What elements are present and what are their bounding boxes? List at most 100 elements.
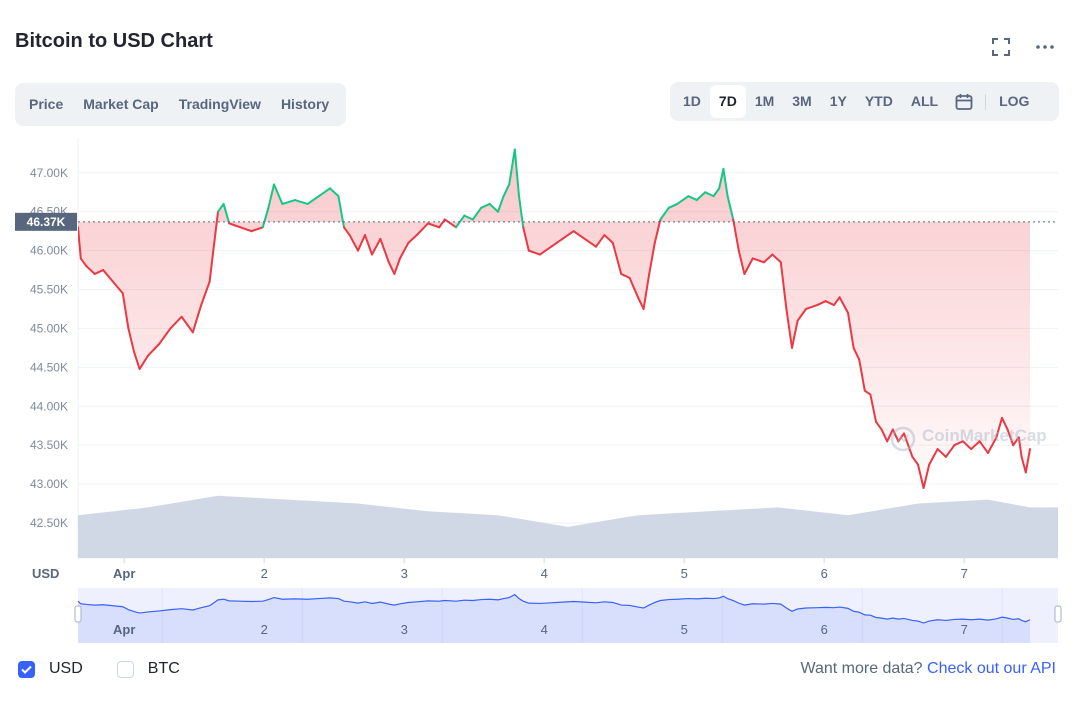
price-line-segment (737, 249, 746, 275)
price-line-segment (281, 199, 296, 205)
navigator-handle[interactable] (1054, 605, 1062, 623)
price-line-segment (1006, 428, 1015, 447)
navigator-handle[interactable] (74, 605, 82, 623)
price-line-segment (961, 440, 973, 451)
range-navigator[interactable]: Apr 2 3 4 5 6 7 (0, 586, 1084, 646)
price-line-segment (852, 346, 861, 361)
tab-price[interactable]: Price (29, 96, 64, 112)
page-title: Bitcoin to USD Chart (15, 30, 213, 52)
price-line-segment (158, 327, 172, 345)
y-tick-label: 44.50K (30, 360, 68, 374)
x-tick-label: 6 (821, 566, 828, 581)
range-1m[interactable]: 1M (754, 93, 775, 109)
price-line-segment (250, 226, 264, 233)
price-line-segment (85, 265, 96, 275)
chart-actions (990, 36, 1056, 58)
price-line-segment (513, 148, 520, 198)
reference-price-label: 46.37K (27, 215, 66, 229)
price-line-segment (611, 241, 623, 275)
expand-icon[interactable] (990, 36, 1012, 58)
price-line-segment (875, 420, 883, 431)
price-line-segment (463, 214, 474, 221)
api-link[interactable]: Check out our API (927, 660, 1056, 677)
navigator-tick-label: 5 (681, 622, 688, 637)
price-line-segment (200, 280, 211, 307)
price-line-segment (928, 448, 939, 466)
price-line-segment (659, 206, 670, 221)
navigator-tick-label: 7 (961, 622, 968, 637)
price-line-segment (891, 428, 900, 443)
price-line-segment (620, 272, 631, 279)
log-scale-toggle[interactable]: LOG (999, 93, 1030, 109)
range-all[interactable]: ALL (910, 93, 939, 109)
range-separator (985, 93, 987, 110)
price-line-segment (267, 183, 275, 209)
price-line-segment (306, 195, 320, 205)
range-3m[interactable]: 3M (792, 93, 812, 109)
range-tabs: 1D 7D 1M 3M 1Y YTD ALL LOG (670, 82, 1059, 121)
price-line-segment (407, 234, 418, 244)
price-line-segment (294, 199, 309, 205)
price-line-segment (712, 187, 721, 198)
price-line-segment (102, 269, 114, 283)
price-line-segment (987, 436, 998, 454)
price-line-segment (695, 191, 707, 202)
price-line-segment (771, 253, 782, 264)
y-tick-label: 45.00K (30, 321, 68, 335)
price-line-segment (78, 226, 82, 260)
price-line-segment (1024, 448, 1031, 474)
price-line-segment (217, 202, 225, 213)
calendar-icon[interactable] (947, 85, 981, 118)
price-chart[interactable]: CoinMarketCap 42.50K43.00K43.50K44.00K44… (0, 130, 1084, 586)
price-line-segment (953, 440, 964, 447)
price-line-segment (995, 416, 1003, 439)
price-line-segment (796, 307, 807, 322)
price-line-segment (112, 280, 124, 295)
price-line-segment (785, 307, 793, 349)
range-7d[interactable]: 7D (709, 85, 746, 118)
price-line-segment (595, 234, 606, 248)
price-line-segment (970, 440, 981, 451)
y-tick-label: 46.00K (30, 244, 68, 258)
x-tick-label: 4 (541, 566, 548, 581)
price-line-segment (911, 455, 919, 466)
price-line-segment (637, 296, 645, 310)
price-line-segment (824, 300, 835, 307)
price-line-segment (869, 393, 877, 423)
price-line-segment (936, 448, 947, 458)
y-axis-unit-label: USD (32, 566, 59, 581)
price-line-segment (1017, 436, 1023, 458)
price-line-segment (438, 218, 446, 229)
usd-checkbox[interactable]: USD (18, 660, 83, 678)
price-line-segment (121, 292, 130, 330)
tab-market-cap[interactable]: Market Cap (83, 96, 159, 112)
range-ytd[interactable]: YTD (864, 93, 893, 109)
price-line-segment (805, 304, 819, 310)
price-line-segment (317, 187, 331, 198)
more-dots-icon[interactable] (1034, 36, 1056, 58)
price-line-segment (399, 241, 410, 260)
price-line-segment (371, 237, 382, 256)
price-line-segment (393, 257, 401, 275)
navigator-tick-label: Apr (113, 622, 135, 637)
price-line-segment (228, 222, 242, 229)
price-line-segment (343, 226, 351, 237)
btc-checkbox[interactable]: BTC (116, 660, 180, 678)
price-line-segment (379, 237, 390, 264)
range-1d[interactable]: 1D (683, 93, 701, 109)
price-line-segment (508, 148, 516, 186)
price-line-segment (858, 358, 866, 392)
range-1y[interactable]: 1Y (829, 93, 847, 109)
tab-tradingview[interactable]: TradingView (178, 96, 261, 112)
price-line-segment (583, 237, 597, 248)
navigator-tick-label: 3 (401, 622, 408, 637)
price-line-segment (480, 202, 491, 209)
price-line-segment (833, 296, 841, 307)
price-line-segment (138, 354, 149, 370)
tab-history[interactable]: History (280, 96, 330, 112)
price-line-segment (133, 350, 141, 370)
price-line-segment (847, 311, 855, 349)
price-line-segment (722, 167, 729, 198)
price-line-segment (561, 230, 575, 240)
price-line-segment (732, 218, 740, 252)
